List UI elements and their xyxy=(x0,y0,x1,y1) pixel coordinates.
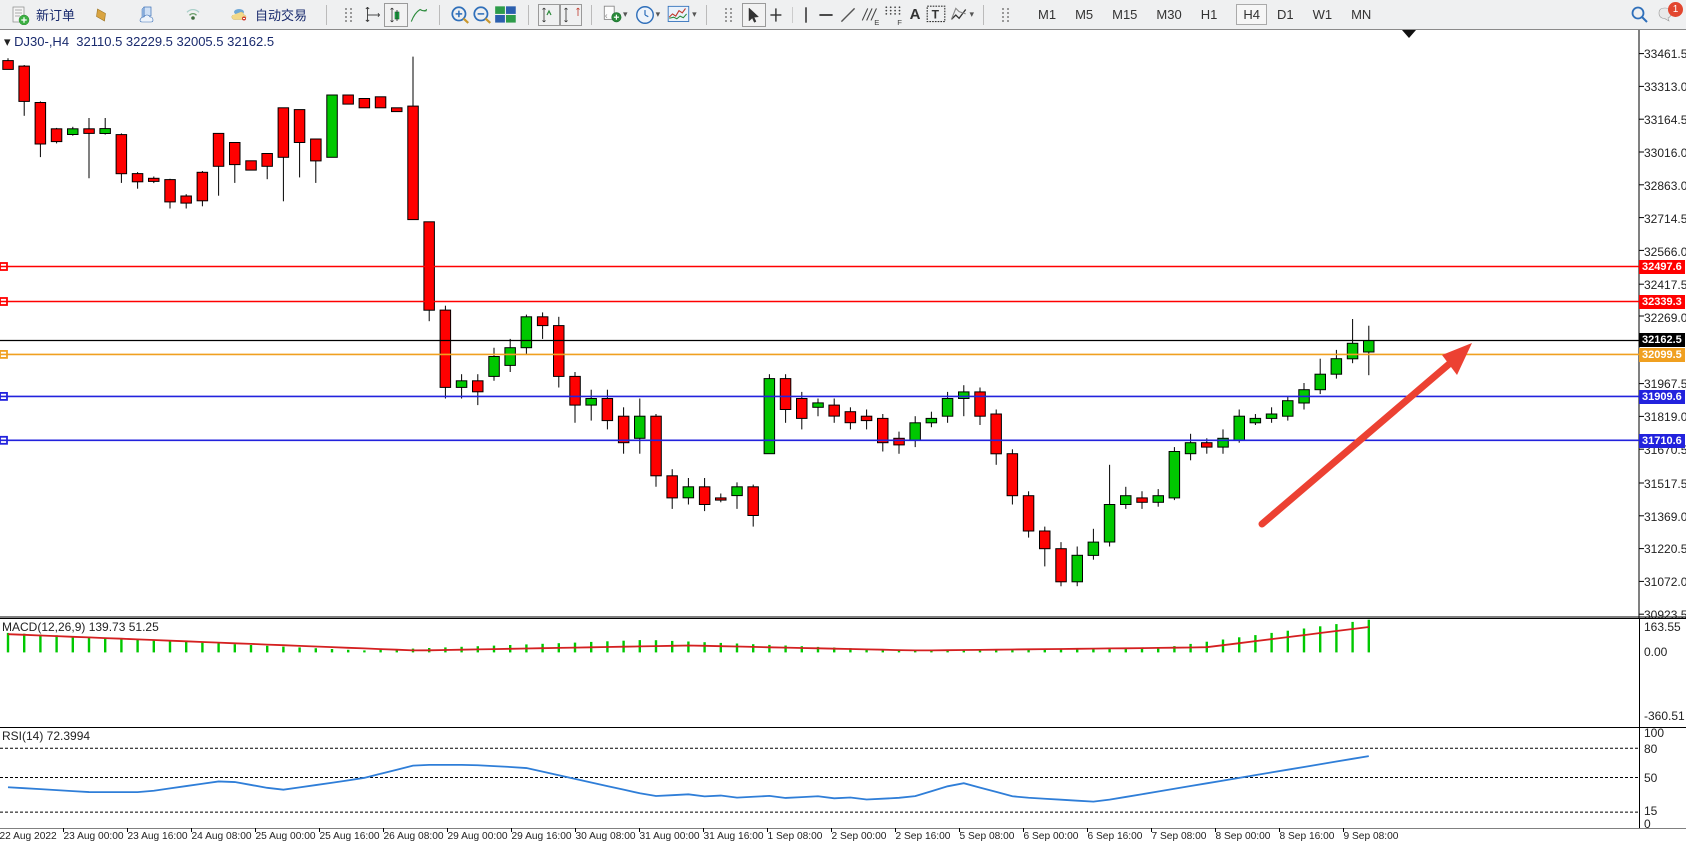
svg-text:E: E xyxy=(874,17,879,25)
svg-text:F: F xyxy=(897,17,902,25)
svg-text:T: T xyxy=(932,7,940,21)
